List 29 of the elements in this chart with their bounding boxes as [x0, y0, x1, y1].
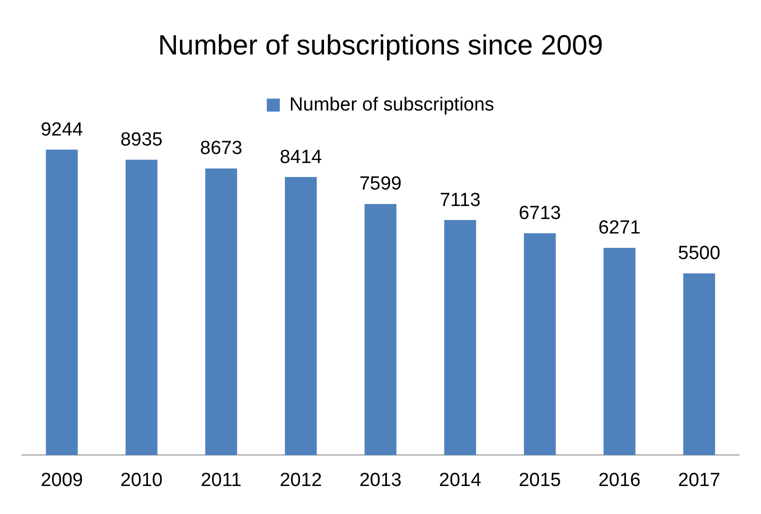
bar: [444, 220, 476, 456]
bar: [284, 177, 317, 456]
bar: [126, 160, 158, 456]
data-label: 6271: [598, 218, 641, 239]
data-label: 7113: [440, 190, 481, 211]
bar: [683, 273, 716, 456]
x-tick-label: 2011: [200, 470, 242, 491]
data-label: 8935: [120, 130, 163, 151]
x-tick-label: 2009: [40, 470, 83, 491]
x-tick-label: 2015: [518, 470, 561, 491]
data-label: 7599: [359, 174, 402, 195]
x-tick-label: 2012: [280, 470, 322, 491]
data-label: 6713: [518, 203, 561, 224]
x-tick-label: 2014: [439, 470, 482, 491]
x-tick-label: 2013: [359, 470, 402, 491]
data-label: 9244: [40, 119, 84, 140]
bar: [364, 204, 396, 456]
bar: [46, 150, 78, 456]
data-label: 5500: [678, 243, 720, 264]
x-tick-label: 2010: [120, 470, 163, 491]
x-tick-label: 2016: [598, 470, 641, 491]
data-label: 8673: [200, 138, 242, 160]
data-label: 8414: [280, 146, 322, 168]
bar: [604, 248, 636, 456]
chart-title: Number of subscriptions since 2009: [158, 30, 604, 61]
legend-label: Number of subscriptions: [289, 94, 494, 116]
x-tick-label: 2017: [678, 470, 720, 491]
bar: [205, 168, 238, 456]
bar: [524, 233, 556, 456]
